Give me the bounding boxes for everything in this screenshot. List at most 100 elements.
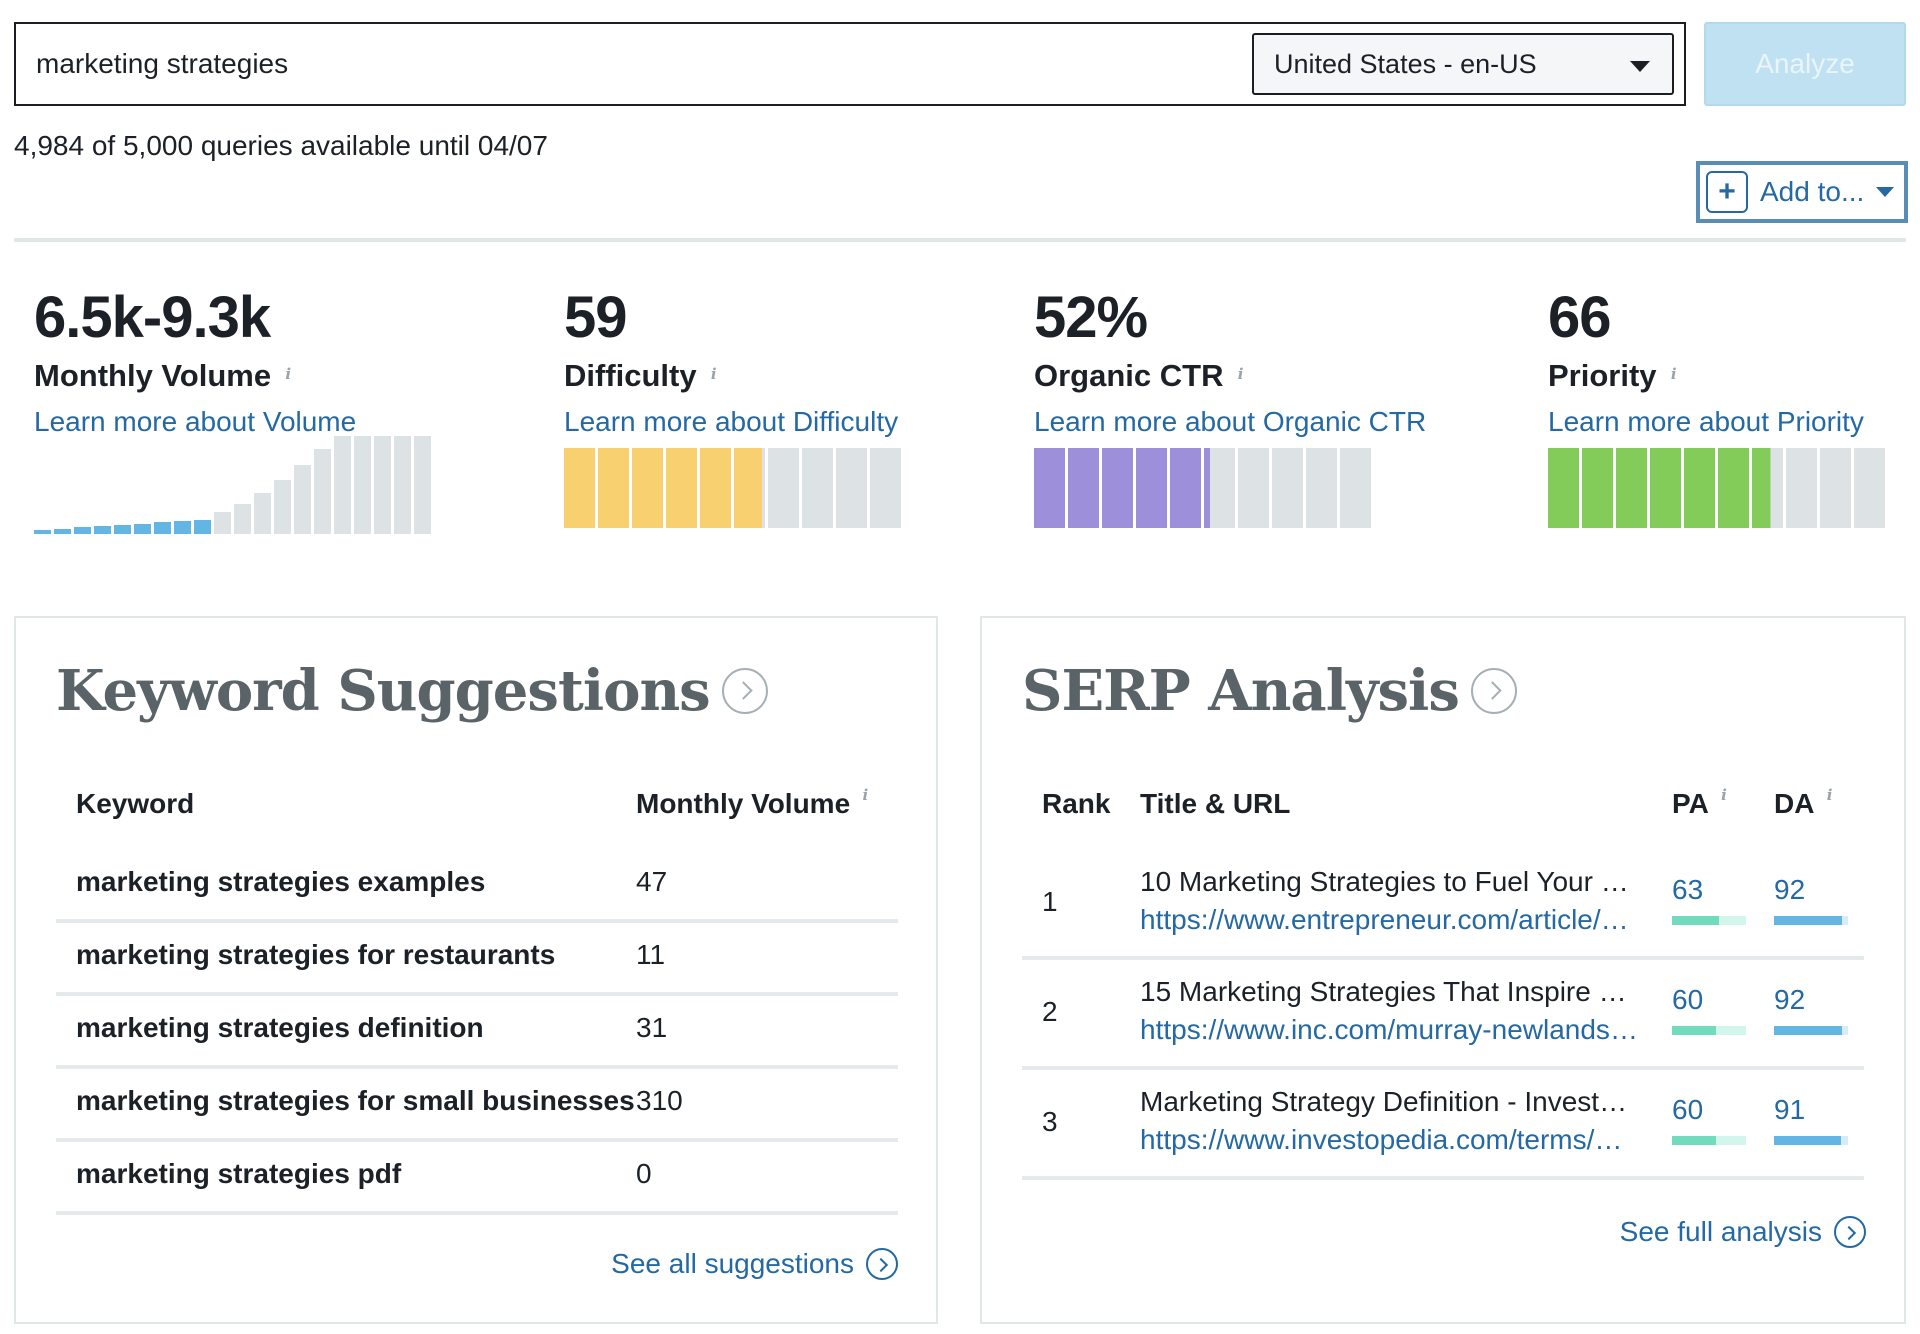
difficulty-segment — [666, 448, 697, 528]
metric-priority-value: 66 — [1548, 285, 1612, 350]
serp-url-link[interactable]: https://www.inc.com/murray-newlands/15-m… — [1140, 1014, 1640, 1045]
pa-score-value: 60 — [1672, 984, 1704, 1015]
col-header-title-url: Title & URL — [1140, 788, 1291, 819]
info-icon[interactable]: i — [1826, 786, 1833, 804]
ctr-segment — [1102, 448, 1133, 528]
priority-segment — [1548, 448, 1579, 528]
da-score: 92 — [1774, 874, 1848, 925]
priority-segment — [1718, 448, 1749, 528]
da-score-bar — [1774, 1026, 1848, 1035]
volume-cell: 11 — [636, 939, 666, 970]
learn-more-difficulty-link[interactable]: Learn more about Difficulty — [564, 406, 899, 437]
metric-difficulty-value: 59 — [564, 285, 628, 350]
keyword-cell: marketing strategies definition — [76, 1012, 484, 1043]
learn-more-priority-link[interactable]: Learn more about Priority — [1548, 406, 1864, 437]
ctr-segment — [1272, 448, 1303, 528]
table-row[interactable]: marketing strategies definition 31 — [56, 996, 898, 1069]
chevron-right-icon — [866, 1248, 898, 1280]
difficulty-score-bar — [564, 448, 904, 528]
volume-histogram-bar — [234, 503, 251, 534]
keyword-search-input[interactable] — [36, 24, 1236, 104]
metric-volume-value: 6.5k-9.3k — [34, 285, 271, 350]
chevron-right-icon[interactable] — [721, 668, 768, 714]
volume-histogram-bar — [294, 465, 311, 534]
table-row[interactable]: marketing strategies pdf 0 — [56, 1142, 898, 1215]
pa-score-bar — [1672, 1136, 1746, 1145]
difficulty-segment — [870, 448, 901, 528]
volume-histogram-bar — [374, 436, 391, 534]
serp-title: 15 Marketing Strategies That Inspire Suc… — [1140, 976, 1640, 1007]
ctr-segment — [1034, 448, 1065, 528]
serp-url-link[interactable]: https://www.entrepreneur.com/article/219… — [1140, 904, 1640, 935]
see-full-analysis-link[interactable]: See full analysis — [1620, 1216, 1866, 1248]
info-icon[interactable]: i — [1721, 786, 1727, 804]
priority-segment — [1650, 448, 1681, 528]
da-score-bar — [1774, 916, 1848, 925]
da-score: 91 — [1774, 1094, 1848, 1145]
metric-ctr: 52% Organic CTR i Learn more about Organi… — [1034, 282, 1426, 444]
serp-url-link[interactable]: https://www.investopedia.com/terms/m/mar… — [1140, 1124, 1640, 1155]
table-row[interactable]: marketing strategies for restaurants 11 — [56, 923, 898, 996]
priority-segment — [1752, 448, 1783, 528]
serp-row: 2 15 Marketing Strategies That Inspire S… — [1022, 960, 1864, 1070]
difficulty-segment — [768, 448, 799, 528]
pa-score: 60 — [1672, 1094, 1746, 1145]
serp-title: Marketing Strategy Definition - Investop… — [1140, 1086, 1640, 1117]
metric-volume: 6.5k-9.3k Monthly Volume i Learn more abo… — [34, 282, 356, 444]
difficulty-segment — [700, 448, 731, 528]
serp-analysis-title[interactable]: SERP Analysis — [1022, 658, 1517, 724]
info-icon[interactable]: i — [862, 786, 869, 804]
metric-priority: 66 Priority i Learn more about Priority — [1548, 282, 1864, 444]
volume-cell: 0 — [636, 1158, 652, 1189]
volume-histogram-bar — [334, 436, 351, 534]
see-all-suggestions-link[interactable]: See all suggestions — [611, 1248, 898, 1280]
info-icon[interactable]: i — [710, 365, 717, 383]
pa-score-bar — [1672, 916, 1746, 925]
difficulty-segment — [564, 448, 595, 528]
locale-select[interactable]: United States - en-US — [1252, 33, 1674, 95]
info-icon[interactable]: i — [1237, 365, 1244, 383]
volume-histogram-bar — [274, 480, 291, 534]
keyword-cell: marketing strategies for restaurants — [76, 939, 556, 970]
volume-histogram-bar — [314, 448, 331, 534]
learn-more-ctr-link[interactable]: Learn more about Organic CTR — [1034, 406, 1427, 437]
volume-histogram-bar — [94, 526, 111, 534]
difficulty-segment — [632, 448, 663, 528]
caret-down-icon — [1876, 187, 1894, 197]
table-row[interactable]: marketing strategies for small businesse… — [56, 1069, 898, 1142]
volume-histogram-bar — [114, 524, 131, 534]
col-header-pa: PA i — [1672, 786, 1727, 819]
volume-histogram-bar — [34, 530, 51, 534]
serp-analysis-panel: SERP Analysis Rank Title & URL PA i DA i 1… — [980, 616, 1906, 1324]
volume-histogram-bar — [354, 436, 371, 534]
difficulty-segment — [802, 448, 833, 528]
pa-score-bar — [1672, 1026, 1746, 1035]
analyze-button[interactable]: Analyze — [1704, 22, 1906, 106]
ctr-segment — [1306, 448, 1337, 528]
col-header-monthly-volume: Monthly Volume i — [636, 786, 869, 819]
volume-histogram-bar — [74, 527, 91, 534]
serp-row: 3 Marketing Strategy Definition - Invest… — [1022, 1070, 1864, 1180]
chevron-right-icon — [1834, 1216, 1866, 1248]
priority-segment — [1854, 448, 1885, 528]
table-row[interactable]: marketing strategies examples 47 — [56, 850, 898, 923]
info-icon[interactable]: i — [1670, 365, 1677, 383]
keyword-suggestions-title[interactable]: Keyword Suggestions — [56, 658, 768, 724]
volume-histogram-bar — [254, 492, 271, 534]
volume-histogram-bar — [194, 519, 211, 534]
da-score-value: 92 — [1774, 984, 1806, 1015]
ctr-segment — [1068, 448, 1099, 528]
volume-histogram-bar — [394, 436, 411, 534]
volume-histogram-bar — [54, 528, 71, 534]
ctr-segment — [1136, 448, 1167, 528]
add-to-button[interactable]: + Add to... — [1696, 161, 1908, 223]
plus-icon: + — [1706, 171, 1748, 213]
ctr-segment — [1238, 448, 1269, 528]
difficulty-segment — [836, 448, 867, 528]
metric-difficulty: 59 Difficulty i Learn more about Difficul… — [564, 282, 898, 444]
pa-score-value: 60 — [1672, 1094, 1704, 1125]
learn-more-volume-link[interactable]: Learn more about Volume — [34, 406, 357, 437]
info-icon[interactable]: i — [285, 365, 292, 383]
chevron-right-icon[interactable] — [1470, 668, 1517, 714]
locale-select-value: United States - en-US — [1274, 48, 1537, 79]
